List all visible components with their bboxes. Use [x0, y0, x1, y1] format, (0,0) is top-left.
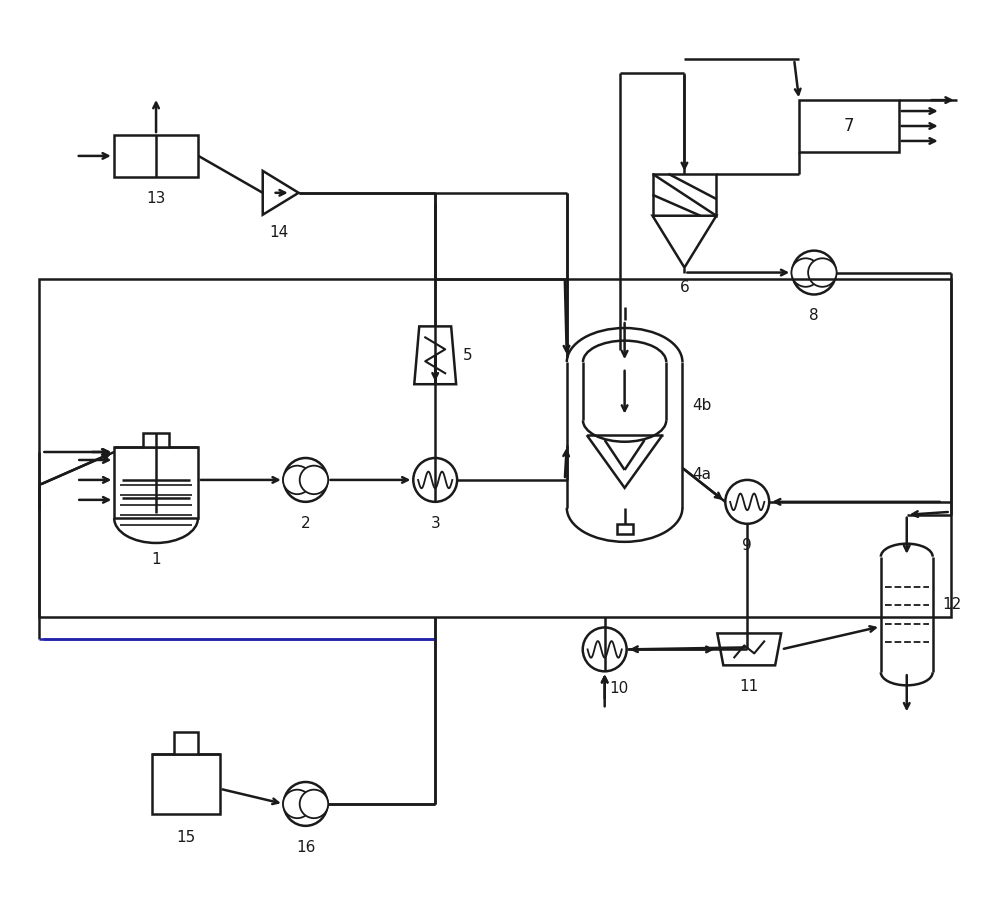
Bar — [174, 732, 198, 754]
Text: 12: 12 — [943, 597, 962, 612]
Text: 7: 7 — [844, 117, 854, 135]
Circle shape — [725, 480, 769, 524]
Bar — [799, 100, 899, 152]
Polygon shape — [414, 326, 456, 384]
Text: 4b: 4b — [692, 398, 712, 412]
Bar — [152, 754, 220, 814]
Bar — [114, 135, 198, 177]
Circle shape — [284, 782, 328, 826]
Polygon shape — [717, 633, 781, 665]
Text: 6: 6 — [680, 280, 689, 294]
Circle shape — [284, 458, 328, 502]
Text: 3: 3 — [430, 516, 440, 531]
Bar — [39, 278, 951, 618]
Text: 5: 5 — [463, 348, 473, 362]
Circle shape — [283, 790, 312, 818]
Circle shape — [413, 458, 457, 502]
Text: 13: 13 — [146, 191, 166, 206]
Text: 10: 10 — [610, 681, 629, 697]
Text: 11: 11 — [740, 680, 759, 694]
Circle shape — [808, 258, 837, 287]
Text: 14: 14 — [269, 225, 288, 240]
Circle shape — [300, 790, 328, 818]
Circle shape — [583, 628, 627, 671]
Text: 2: 2 — [301, 516, 310, 531]
Text: 8: 8 — [809, 308, 819, 323]
Polygon shape — [263, 171, 299, 215]
Text: 16: 16 — [296, 840, 315, 854]
Text: 4a: 4a — [692, 467, 711, 482]
Circle shape — [283, 466, 312, 494]
Bar — [653, 174, 716, 216]
Circle shape — [300, 466, 328, 494]
Bar — [143, 433, 169, 447]
Circle shape — [791, 258, 820, 287]
Bar — [617, 524, 633, 534]
Text: 9: 9 — [742, 538, 752, 553]
Circle shape — [792, 251, 836, 294]
Bar — [114, 447, 198, 518]
Polygon shape — [653, 216, 716, 267]
Text: 1: 1 — [151, 552, 161, 566]
Text: 15: 15 — [176, 830, 196, 844]
